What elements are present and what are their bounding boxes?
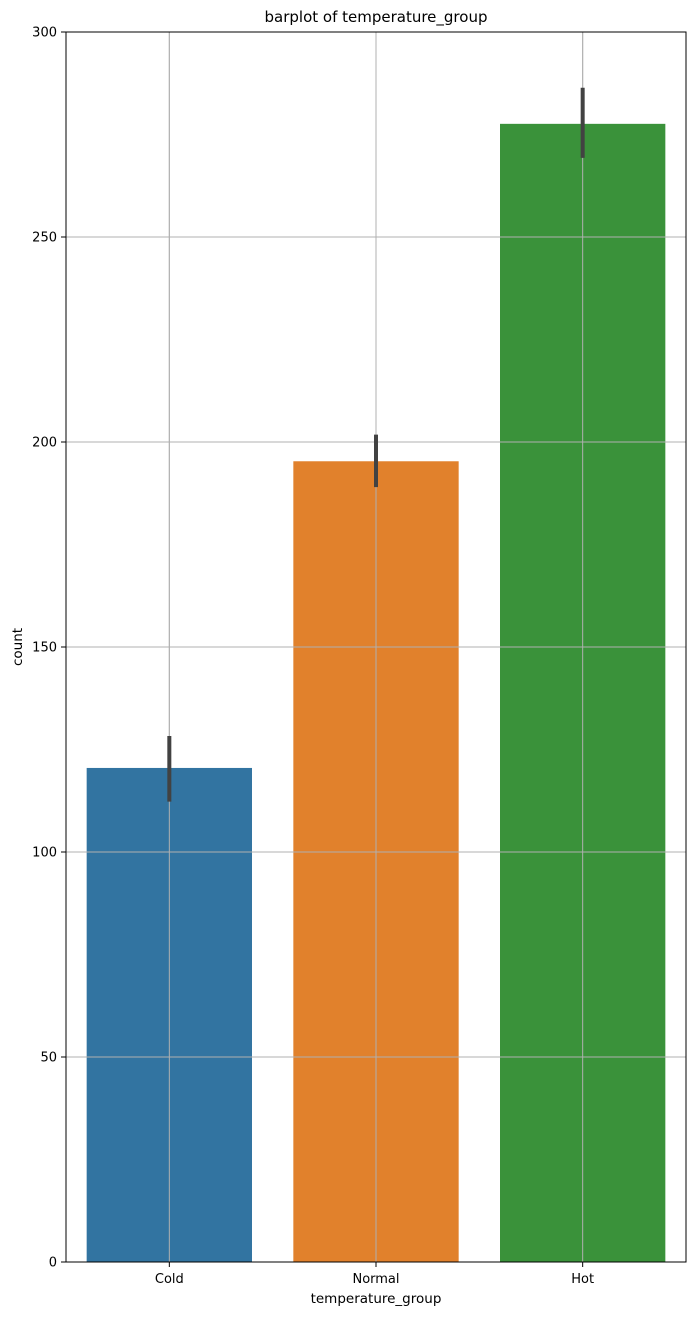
x-tick-label: Hot <box>571 1272 594 1287</box>
error-bars <box>167 87 585 802</box>
x-tick-label: Cold <box>155 1272 184 1287</box>
y-tick-label: 300 <box>32 26 57 41</box>
chart-title: barplot of temperature_group <box>265 8 488 27</box>
y-tick-label: 100 <box>32 846 57 861</box>
x-tick-label: Normal <box>352 1272 399 1287</box>
ticks: 0 50 100 150 200 250 300 Cold Normal Hot <box>32 26 594 1288</box>
y-tick-label: 250 <box>32 231 57 246</box>
x-axis-label: temperature_group <box>311 1291 442 1307</box>
y-tick-label: 50 <box>40 1051 57 1066</box>
y-tick-label: 0 <box>49 1256 57 1271</box>
y-tick-label: 200 <box>32 436 57 451</box>
y-axis-label: count <box>10 628 26 666</box>
y-tick-label: 150 <box>32 641 57 656</box>
